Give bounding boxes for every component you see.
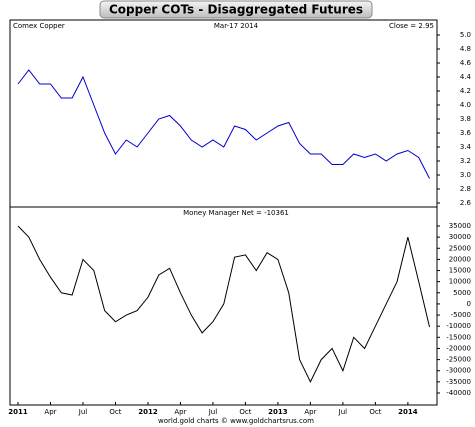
y-tick-label: 2.8 (460, 185, 471, 193)
y-tick-label: 3.4 (460, 143, 472, 151)
y-tick-label: -5000 (451, 311, 471, 319)
y-tick-label: 25000 (449, 244, 471, 252)
x-tick-label: Oct (109, 408, 121, 416)
y-tick-label: -35000 (446, 378, 471, 386)
y-tick-label: -15000 (446, 333, 471, 341)
y-tick-label: 20000 (449, 255, 471, 263)
close-label: Close = 2.95 (389, 22, 434, 30)
y-tick-label: -40000 (446, 389, 471, 397)
x-tick-label: Oct (239, 408, 251, 416)
x-tick-label: Apr (174, 408, 186, 416)
y-tick-label: 4.2 (460, 87, 471, 95)
y-tick-label: 4.0 (460, 101, 471, 109)
y-tick-label: 2.6 (460, 199, 472, 207)
y-tick-label: -25000 (446, 356, 471, 364)
y-tick-label: 0 (467, 300, 471, 308)
cot-panel (9, 206, 438, 406)
x-tick-label: 2012 (138, 408, 158, 416)
x-tick-label: 2011 (8, 408, 28, 416)
y-tick-label: 4.4 (460, 73, 472, 81)
y-tick-label: 15000 (449, 267, 471, 275)
price-panel (9, 19, 438, 208)
y-tick-label: 5.0 (460, 31, 471, 39)
y-tick-label: 3.2 (460, 157, 471, 165)
x-tick-label: Apr (304, 408, 316, 416)
y-tick-label: 10000 (449, 278, 471, 286)
x-tick-label: Apr (44, 408, 56, 416)
x-tick-label: Jul (338, 408, 348, 416)
y-tick-label: 5000 (453, 289, 471, 297)
x-tick-label: Jul (78, 408, 88, 416)
panel-label: Comex Copper (13, 22, 65, 30)
title-box (99, 0, 373, 19)
series-line (17, 69, 430, 179)
series-line (17, 225, 431, 384)
y-tick-label: 4.8 (460, 45, 471, 53)
footer: world.gold charts © www.goldchartsrus.co… (158, 417, 314, 425)
y-tick-label: 3.6 (460, 129, 472, 137)
x-tick-label: 2013 (268, 408, 288, 416)
y-tick-label: 3.0 (460, 171, 471, 179)
y-tick-label: 3.8 (460, 115, 471, 123)
chart-title: Copper COTs - Disaggregated Futures (109, 3, 363, 17)
y-tick-label: -20000 (446, 344, 471, 352)
panel-label: Money Manager Net = -10361 (183, 209, 289, 217)
x-tick-label: 2014 (398, 408, 418, 416)
panel-date: Mar-17 2014 (214, 22, 259, 30)
x-tick-label: Jul (208, 408, 218, 416)
y-tick-label: -30000 (446, 367, 471, 375)
x-tick-label: Oct (369, 408, 381, 416)
y-tick-label: 30000 (449, 233, 471, 241)
y-tick-label: -10000 (446, 322, 471, 330)
y-tick-label: 35000 (449, 222, 471, 230)
y-tick-label: 4.6 (460, 59, 472, 67)
